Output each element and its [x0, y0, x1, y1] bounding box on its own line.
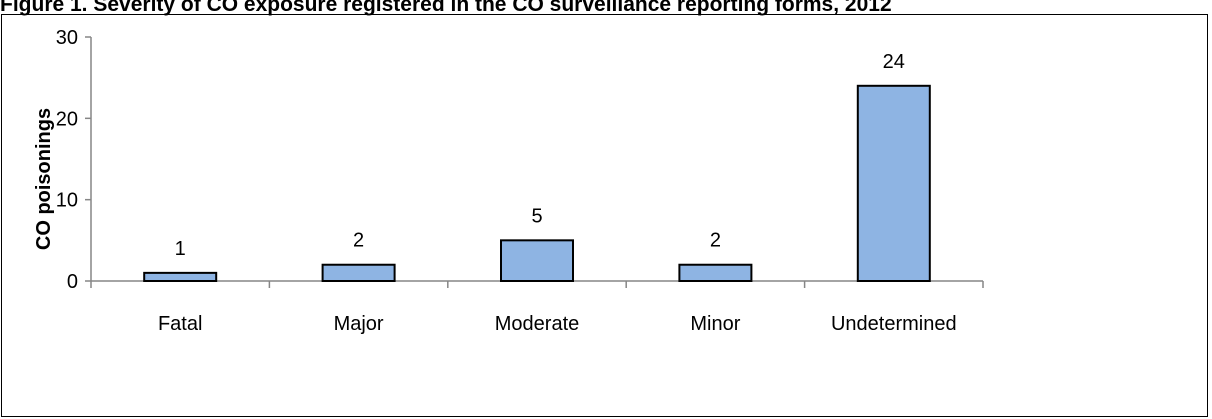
y-tick-label: 20 [56, 108, 78, 130]
data-label: 5 [531, 205, 542, 227]
y-axis: 0 10 20 30 [56, 27, 92, 293]
x-tick-label: Moderate [495, 313, 580, 335]
y-tick-label: 30 [56, 27, 78, 49]
x-tick-label: Major [334, 313, 384, 335]
bars [143, 84, 931, 283]
y-axis-label: CO poisonings [33, 108, 55, 250]
y-tick-label: 10 [56, 190, 78, 212]
data-label: 24 [883, 51, 905, 73]
x-tick-label: Minor [690, 313, 740, 335]
x-tick-label: Fatal [158, 313, 202, 335]
chart-title: Figure 1. Severity of CO exposure regist… [0, 0, 892, 16]
data-label: 1 [175, 238, 186, 260]
data-label: 2 [710, 230, 721, 252]
bar [856, 84, 931, 282]
bar [500, 239, 574, 282]
data-labels: 1 2 5 2 24 [175, 51, 905, 260]
bar [143, 271, 218, 283]
chart-frame [1, 14, 1208, 417]
y-tick-label: 0 [67, 271, 78, 293]
bar [321, 263, 396, 283]
x-tick-label: Undetermined [831, 313, 957, 335]
x-axis: Fatal Major Moderate Minor Undetermined [90, 280, 984, 335]
data-label: 2 [353, 230, 364, 252]
bar [678, 263, 753, 283]
